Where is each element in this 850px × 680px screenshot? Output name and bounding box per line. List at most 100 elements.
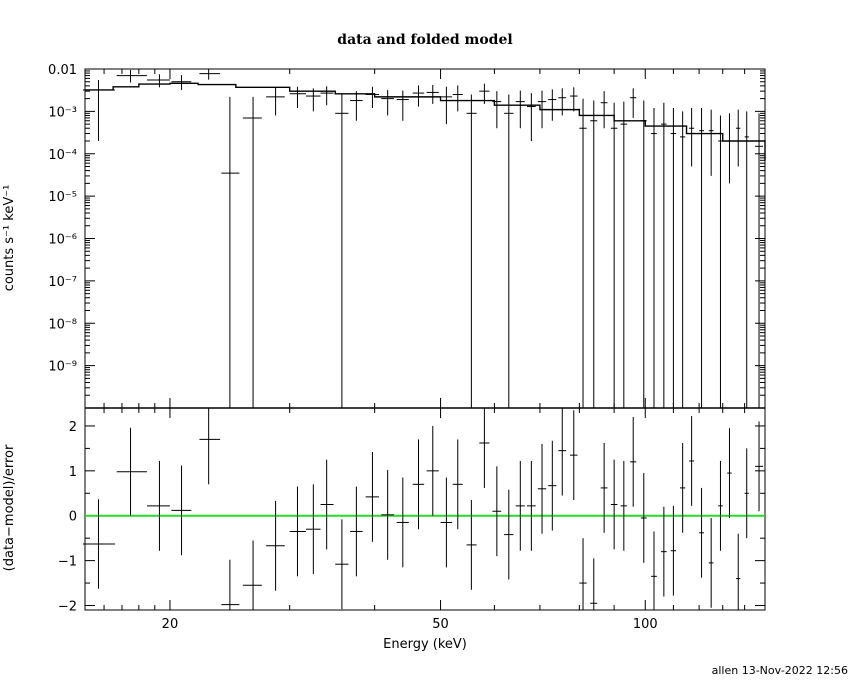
data-point bbox=[515, 90, 525, 129]
residual-point bbox=[320, 459, 334, 550]
top-y-tick-label: 10⁻³ bbox=[48, 105, 77, 120]
data-point bbox=[708, 109, 714, 176]
data-point bbox=[590, 100, 598, 408]
bottom-y-tick-label: −2 bbox=[58, 600, 77, 615]
top-panel-frame bbox=[84, 68, 766, 409]
data-point bbox=[651, 108, 657, 408]
residual-point bbox=[651, 531, 657, 610]
residual-point bbox=[426, 425, 439, 516]
residual-point bbox=[548, 440, 557, 531]
residual-point bbox=[266, 500, 285, 591]
data-point bbox=[221, 96, 240, 408]
data-point bbox=[504, 94, 514, 408]
residual-point bbox=[736, 533, 741, 610]
residual-point bbox=[579, 538, 587, 610]
residual-point bbox=[680, 443, 686, 533]
residual-point bbox=[412, 439, 425, 530]
residual-point bbox=[171, 465, 192, 556]
data-point bbox=[620, 101, 627, 408]
residual-point bbox=[689, 416, 695, 506]
residual-point bbox=[537, 443, 547, 534]
data-point bbox=[242, 96, 262, 408]
data-point bbox=[600, 91, 608, 129]
residual-point bbox=[515, 460, 525, 551]
data-point bbox=[569, 87, 578, 112]
data-point bbox=[266, 87, 285, 116]
bottom-y-tick-label: 0 bbox=[69, 510, 77, 525]
data-point bbox=[146, 74, 170, 88]
top-y-tick-label: 0.01 bbox=[48, 63, 77, 78]
data-point bbox=[305, 88, 321, 112]
data-point bbox=[83, 80, 115, 141]
residual-point bbox=[620, 460, 627, 551]
residual-point bbox=[708, 517, 714, 608]
residual-point bbox=[504, 489, 514, 580]
model-line bbox=[85, 82, 766, 161]
data-point bbox=[680, 111, 686, 408]
residual-point bbox=[492, 466, 502, 557]
footer-timestamp: allen 13-Nov-2022 12:56 bbox=[712, 664, 848, 677]
residual-point bbox=[396, 477, 409, 568]
data-point bbox=[548, 89, 557, 121]
data-point bbox=[537, 90, 547, 129]
top-y-tick-label: 10⁻⁵ bbox=[48, 190, 77, 205]
residual-point bbox=[116, 427, 147, 516]
top-y-axis-label: counts s⁻¹ keV⁻¹ bbox=[2, 185, 17, 292]
data-point bbox=[320, 86, 334, 106]
top-y-tick-label: 10⁻⁸ bbox=[48, 317, 77, 332]
data-point bbox=[381, 89, 394, 116]
top-y-tick-label: 10⁻⁴ bbox=[48, 148, 77, 163]
data-point bbox=[466, 94, 477, 408]
residual-point bbox=[640, 473, 647, 563]
data-point bbox=[727, 113, 732, 184]
data-point bbox=[412, 85, 425, 107]
data-point bbox=[116, 69, 147, 83]
residual-point bbox=[569, 410, 578, 501]
residual-point bbox=[466, 500, 477, 590]
data-point bbox=[630, 88, 637, 118]
data-point bbox=[736, 109, 741, 167]
data-point bbox=[661, 102, 667, 408]
data-point bbox=[718, 115, 723, 408]
residual-point bbox=[610, 459, 618, 550]
residual-point bbox=[661, 506, 667, 597]
residual-point bbox=[452, 439, 463, 530]
bottom-y-tick-label: 1 bbox=[69, 465, 77, 480]
data-point bbox=[479, 83, 490, 104]
residual-point bbox=[242, 540, 262, 610]
data-point bbox=[289, 86, 306, 109]
bottom-y-tick-label: 2 bbox=[69, 420, 77, 435]
residual-point bbox=[350, 486, 363, 577]
data-point bbox=[579, 98, 587, 408]
data-point bbox=[350, 91, 363, 121]
data-point bbox=[558, 88, 567, 116]
data-point bbox=[440, 86, 453, 125]
residual-point bbox=[526, 460, 536, 551]
data-point bbox=[670, 108, 677, 408]
bottom-y-axis-label: (data−model)/error bbox=[2, 444, 17, 571]
data-point bbox=[754, 113, 764, 408]
residual-point bbox=[630, 416, 637, 507]
data-point bbox=[396, 90, 409, 121]
data-point bbox=[526, 93, 536, 141]
residual-point bbox=[754, 421, 764, 512]
data-point bbox=[689, 108, 695, 167]
data-point bbox=[492, 91, 502, 129]
residual-point bbox=[699, 487, 704, 578]
residual-point bbox=[289, 486, 306, 577]
residual-point bbox=[558, 408, 567, 496]
residual-point bbox=[305, 484, 321, 575]
residual-point bbox=[221, 559, 240, 610]
residual-point bbox=[718, 460, 723, 551]
residual-point bbox=[83, 499, 115, 589]
x-tick-label: 20 bbox=[162, 617, 179, 632]
residual-point bbox=[365, 451, 380, 542]
x-axis-label: Energy (keV) bbox=[383, 637, 467, 652]
x-tick-label: 50 bbox=[432, 617, 449, 632]
residual-point bbox=[670, 505, 677, 596]
data-point bbox=[744, 111, 749, 408]
residual-point bbox=[440, 477, 453, 568]
top-y-tick-label: 10⁻⁹ bbox=[48, 360, 77, 375]
data-point bbox=[365, 86, 380, 109]
